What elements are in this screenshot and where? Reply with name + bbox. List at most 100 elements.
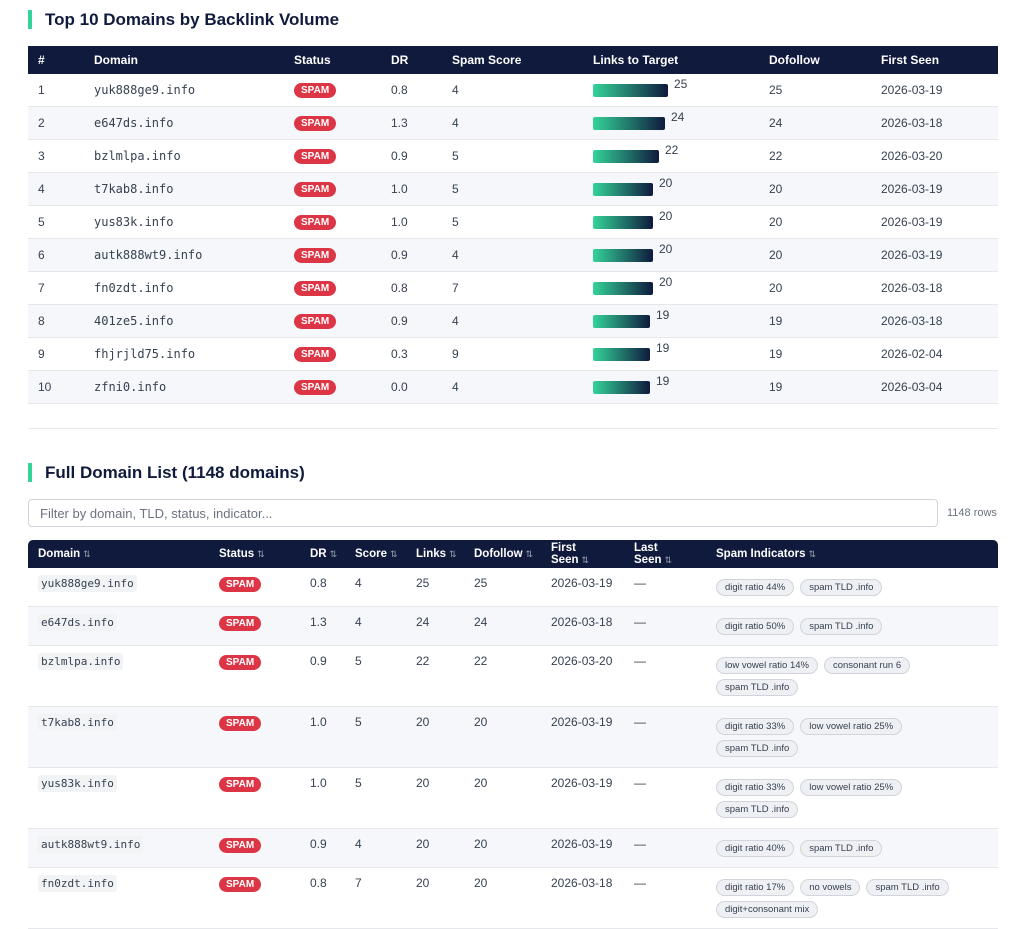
cell-text: 2026-02-04 (881, 347, 943, 361)
section-title: Full Domain List (1148 domains) (28, 463, 998, 482)
sort-icon[interactable]: ⇅ (581, 555, 590, 565)
table-cell: e647ds.info (84, 106, 284, 140)
status-badge: SPAM (219, 616, 262, 631)
domain: yus83k.info (38, 775, 117, 792)
domain: 401ze5.info (94, 314, 174, 328)
cell-text: 5 (38, 215, 45, 229)
column-header[interactable]: Domain ⇅ (28, 540, 209, 568)
table-cell: bzlmlpa.info (84, 139, 284, 173)
status-badge: SPAM (219, 716, 262, 731)
table-cell: 20 (406, 867, 464, 929)
table-cell: e647ds.info (28, 606, 209, 646)
sort-icon[interactable]: ⇅ (329, 549, 338, 559)
links-bar (593, 381, 650, 395)
cell-text: 20 (769, 248, 783, 262)
table-row: bzlmlpa.info SPAM 0.9 5 22 22 2026-03-20 — low v… (28, 645, 998, 707)
cell-text: 7 (452, 281, 459, 295)
sort-icon[interactable]: ⇅ (808, 549, 817, 559)
top10-table: # Domain Status DR Spam Score Links to Target… (28, 46, 998, 404)
status-badge: SPAM (294, 248, 337, 263)
table-cell: 20 (583, 172, 759, 206)
sort-icon[interactable]: ⇅ (389, 549, 398, 559)
indicator-chip: spam TLD .info (716, 740, 799, 757)
table-cell: digit ratio 33% low vowel ratio 25%spam T… (706, 706, 998, 768)
table-cell: 2026-03-19 (541, 767, 624, 829)
table-cell: 0.9 (381, 139, 442, 173)
column-header[interactable]: Spam Indicators ⇅ (706, 540, 998, 568)
filter-input[interactable]: Filter by domain, TLD, status, indicator… (28, 499, 938, 527)
table-cell: — (624, 706, 706, 768)
column-header[interactable]: Dofollow ⇅ (464, 540, 541, 568)
table-cell: 1.3 (381, 106, 442, 140)
table-cell: yuk888ge9.info (84, 74, 284, 107)
table-cell: SPAM (284, 304, 381, 338)
indicator-chip: low vowel ratio 25% (800, 779, 903, 796)
links-bar (593, 117, 665, 131)
table-cell: 4 (345, 568, 406, 607)
table-cell: 19 (759, 337, 871, 371)
table-cell: 22 (583, 139, 759, 173)
table-row: 10 zfni0.info SPAM 0.0 4 19 19 2026-03-04 (28, 370, 998, 404)
table-cell: 2026-03-18 (541, 606, 624, 646)
table-cell: 20 (406, 767, 464, 829)
table-cell: 2026-03-04 (871, 370, 998, 404)
table-cell: 25 (406, 568, 464, 607)
table-row: autk888wt9.info SPAM 0.9 4 20 20 2026-03-19 — di… (28, 828, 998, 868)
cell-text: 4 (452, 380, 459, 394)
table-row: e647ds.info SPAM 1.3 4 24 24 2026-03-18 — digit … (28, 606, 998, 646)
domain: t7kab8.info (38, 714, 117, 731)
column-header: Spam Score (442, 46, 583, 74)
table-cell: — (624, 828, 706, 868)
column-header[interactable]: Links ⇅ (406, 540, 464, 568)
indicator-chip: digit ratio 44% (716, 579, 795, 596)
sort-icon[interactable]: ⇅ (83, 549, 91, 559)
cell-text: 20 (416, 715, 430, 729)
cell-text: 20 (474, 837, 488, 851)
indicator-chip: digit ratio 33% (716, 779, 795, 796)
cell-text: 7 (355, 876, 362, 890)
domain: bzlmlpa.info (38, 653, 124, 670)
table-cell: 4 (442, 74, 583, 107)
table-cell: 19 (583, 337, 759, 371)
domain: fn0zdt.info (38, 875, 117, 892)
table-row: yuk888ge9.info SPAM 0.8 4 25 25 2026-03-19 — dig… (28, 568, 998, 607)
sort-icon[interactable]: ⇅ (449, 549, 457, 559)
cell-text: 1.3 (391, 116, 408, 130)
table-cell: 2 (28, 106, 84, 140)
sort-icon[interactable]: ⇅ (525, 549, 534, 559)
column-header[interactable]: First Seen ⇅ (541, 540, 624, 568)
table-row: 4 t7kab8.info SPAM 1.0 5 20 20 2026-03-19 (28, 172, 998, 206)
table-cell: 22 (464, 645, 541, 707)
cell-text: 2026-03-18 (551, 876, 613, 890)
domain: e647ds.info (38, 614, 117, 631)
cell-text: 6 (38, 248, 45, 262)
cell-text: 4 (452, 83, 459, 97)
column-header[interactable]: Score ⇅ (345, 540, 406, 568)
header-label: DR (310, 548, 327, 560)
cell-text: — (634, 715, 646, 729)
indicator-chip: digit ratio 33% (716, 718, 795, 735)
table-row: 2 e647ds.info SPAM 1.3 4 24 24 2026-03-18 (28, 106, 998, 140)
status-badge: SPAM (219, 877, 262, 892)
column-header[interactable]: DR ⇅ (300, 540, 345, 568)
column-header[interactable]: Status ⇅ (209, 540, 300, 568)
status-badge: SPAM (219, 838, 262, 853)
table-cell: 20 (406, 706, 464, 768)
sort-icon[interactable]: ⇅ (664, 555, 673, 565)
table-cell: SPAM (284, 74, 381, 107)
status-badge: SPAM (294, 347, 337, 362)
sort-icon[interactable]: ⇅ (257, 549, 265, 559)
status-badge: SPAM (294, 116, 337, 131)
table-cell: 0.0 (381, 370, 442, 404)
table-cell: 5 (442, 205, 583, 239)
cell-text: 2026-03-19 (551, 715, 613, 729)
column-header[interactable]: Last Seen ⇅ (624, 540, 706, 568)
table-cell: SPAM (284, 139, 381, 173)
links-value: 22 (665, 142, 679, 157)
table-cell: 0.8 (300, 867, 345, 929)
table-cell: 24 (583, 106, 759, 140)
table-cell: 25 (464, 568, 541, 607)
table-row: yus83k.info SPAM 1.0 5 20 20 2026-03-19 — digit … (28, 767, 998, 829)
cell-text: 0.9 (310, 837, 327, 851)
column-header: DR (381, 46, 442, 74)
